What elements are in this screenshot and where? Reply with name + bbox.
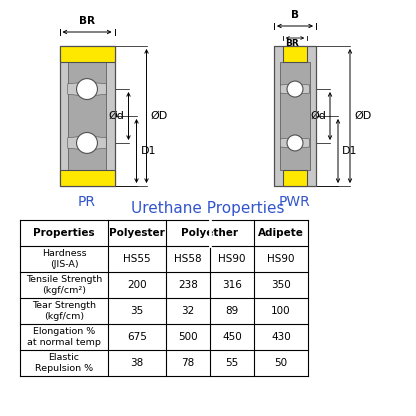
Text: 675: 675 [127, 332, 147, 342]
Text: B: B [291, 10, 299, 20]
Bar [283, 46, 307, 62]
Text: HS90: HS90 [218, 254, 246, 264]
Bar [59, 170, 114, 186]
Text: PR: PR [78, 195, 96, 209]
Circle shape [77, 79, 97, 99]
Text: 350: 350 [271, 280, 291, 290]
Text: 430: 430 [271, 332, 291, 342]
Bar [59, 46, 114, 62]
Text: BR: BR [79, 16, 95, 26]
Text: 50: 50 [275, 358, 287, 368]
Bar [274, 46, 316, 186]
Text: 55: 55 [225, 358, 239, 368]
Text: BR: BR [285, 39, 299, 48]
Bar [59, 46, 114, 186]
Bar [283, 170, 307, 186]
Polygon shape [280, 138, 289, 148]
Text: Ød: Ød [310, 111, 326, 121]
Text: Properties: Properties [33, 228, 95, 238]
Circle shape [287, 81, 303, 97]
Text: 100: 100 [271, 306, 291, 316]
Text: D1: D1 [342, 146, 357, 156]
Text: Hardness
(JIS-A): Hardness (JIS-A) [42, 249, 86, 269]
Text: Elastic
Repulsion %: Elastic Repulsion % [35, 353, 93, 373]
Text: 238: 238 [178, 280, 198, 290]
Text: ØD: ØD [354, 111, 371, 121]
Bar [68, 62, 106, 170]
Text: 32: 32 [181, 306, 195, 316]
Text: Tear Strength
(kgf/cm): Tear Strength (kgf/cm) [32, 301, 96, 321]
Text: 89: 89 [225, 306, 239, 316]
Bar [59, 46, 114, 186]
Text: Adipete: Adipete [258, 228, 304, 238]
Text: 450: 450 [222, 332, 242, 342]
Text: ØD: ØD [151, 111, 168, 121]
Text: PWR: PWR [279, 195, 311, 209]
Text: HS90: HS90 [267, 254, 295, 264]
Text: Urethane Properties: Urethane Properties [131, 201, 285, 215]
Text: HS58: HS58 [174, 254, 202, 264]
Circle shape [77, 133, 97, 154]
Text: 38: 38 [130, 358, 144, 368]
Text: Polyether: Polyether [181, 228, 238, 238]
Text: 500: 500 [178, 332, 198, 342]
Polygon shape [301, 138, 310, 148]
Bar [280, 62, 310, 170]
Polygon shape [301, 84, 310, 94]
Text: 78: 78 [181, 358, 195, 368]
Text: Polyester: Polyester [109, 228, 165, 238]
Text: 200: 200 [127, 280, 147, 290]
Polygon shape [68, 137, 79, 149]
Text: HS55: HS55 [123, 254, 151, 264]
Text: Tensile Strength
(kgf/cm²): Tensile Strength (kgf/cm²) [26, 275, 102, 295]
Polygon shape [95, 137, 106, 149]
Circle shape [287, 135, 303, 151]
Bar [274, 46, 316, 186]
Polygon shape [95, 83, 106, 95]
Text: D1: D1 [141, 146, 156, 156]
Polygon shape [280, 84, 289, 94]
Text: 316: 316 [222, 280, 242, 290]
Text: Ød: Ød [109, 111, 124, 121]
Polygon shape [68, 83, 79, 95]
Text: Elongation %
at normal temp: Elongation % at normal temp [27, 327, 101, 347]
Text: 35: 35 [130, 306, 144, 316]
